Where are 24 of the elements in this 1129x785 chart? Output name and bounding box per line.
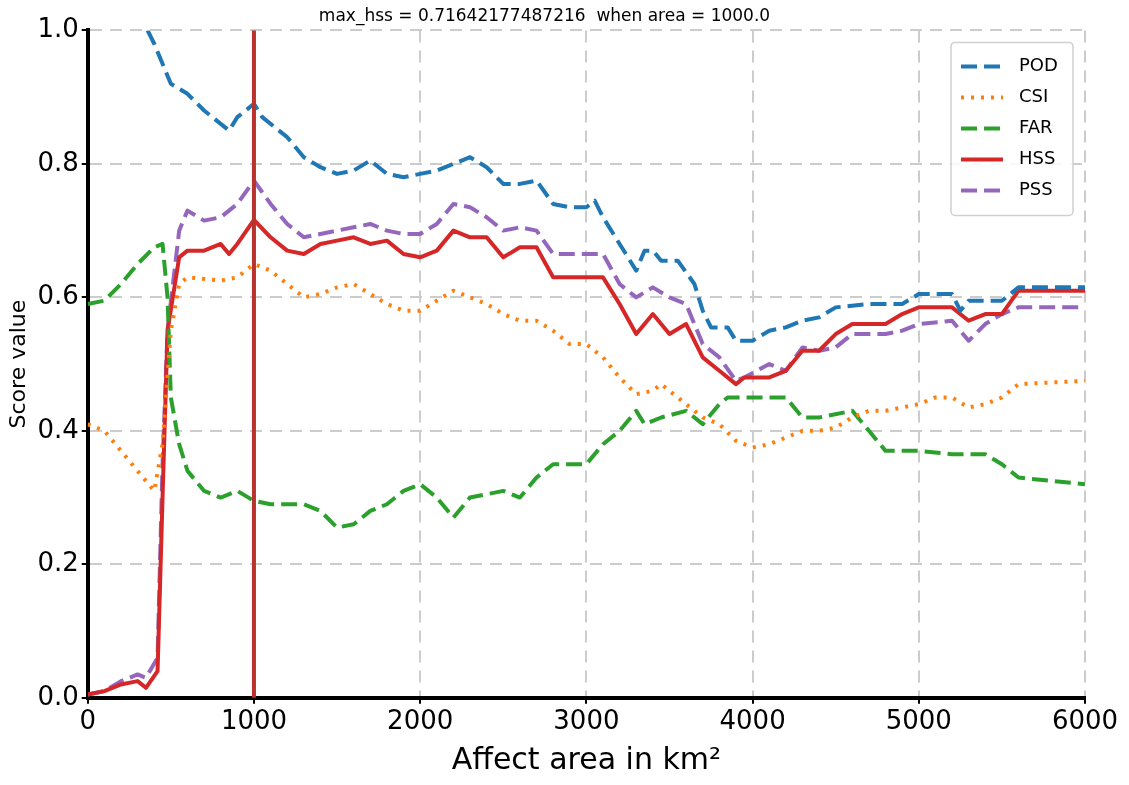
legend-label: HSS [1019,147,1056,169]
line-series [145,30,1085,343]
legend-label: CSI [1019,85,1049,107]
y-tick-label: 0.4 [37,413,79,444]
line-series [87,261,1085,493]
line-series [87,241,1085,530]
legend-label: PSS [1019,178,1053,200]
chart-title: max_hss = 0.71642177487216 when area = 1000.0 [318,4,771,26]
x-tick-label: 1000 [220,705,288,736]
legend-label: POD [1019,54,1058,76]
y-axis-title: Score value [4,299,30,429]
x-tick-label: 3000 [553,705,620,736]
x-tick-label: 5000 [885,705,952,736]
y-tick-label: 0.2 [37,547,79,578]
x-tick-label: 4000 [719,705,786,736]
y-tick-label: 1.0 [37,13,79,44]
x-tick-label: 6000 [1051,705,1119,736]
x-tick-label: 0 [79,705,97,736]
x-axis-title: Affect area in km² [451,740,722,776]
y-tick-label: 0.8 [37,146,79,177]
y-tick-label: 0.6 [37,280,79,311]
y-tick-label: 0.0 [37,680,79,711]
x-tick-label: 2000 [387,705,454,736]
legend-label: FAR [1019,116,1053,138]
